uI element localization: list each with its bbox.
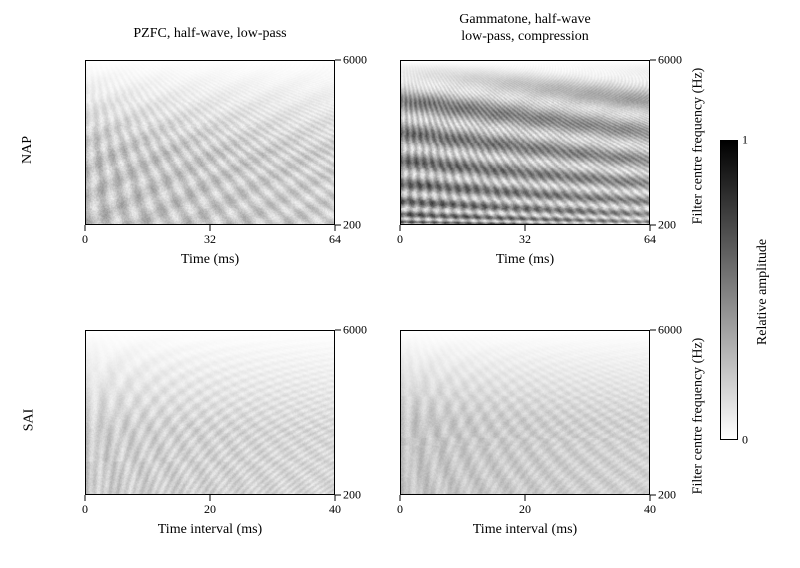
- xtick: 0: [82, 502, 88, 517]
- xlabel-sai-gt: Time interval (ms): [400, 522, 650, 538]
- ytick: 200: [658, 218, 676, 233]
- plot-nap-pzfc: [85, 60, 335, 225]
- panel-sai-gt: 0 20 40 Time interval (ms) 6000 200 Filt…: [400, 330, 650, 495]
- colorbar: [720, 140, 738, 440]
- ytick: 6000: [658, 53, 682, 68]
- xtick: 64: [329, 232, 341, 247]
- ytick: 200: [658, 488, 676, 503]
- xlabel-sai-pzfc: Time interval (ms): [85, 522, 335, 538]
- xtick: 0: [397, 502, 403, 517]
- plot-sai-pzfc: [85, 330, 335, 495]
- ytick: 6000: [658, 323, 682, 338]
- xtick: 20: [204, 502, 216, 517]
- col-title-pzfc: PZFC, half-wave, low-pass: [85, 26, 335, 43]
- xtick: 32: [519, 232, 531, 247]
- row-label-sai: SAI: [21, 409, 37, 432]
- xtick: 20: [519, 502, 531, 517]
- ylabel-nap: Filter centre frequency (Hz): [690, 68, 706, 225]
- col-title-gt-line1: Gammatone, half-wave: [459, 12, 590, 27]
- plot-nap-gt: [400, 60, 650, 225]
- colorbar-tick-bot: 0: [742, 433, 748, 448]
- plot-sai-gt: [400, 330, 650, 495]
- colorbar-tick-top: 1: [742, 133, 748, 148]
- xtick: 0: [397, 232, 403, 247]
- col-title-gt: Gammatone, half-wave low-pass, compressi…: [400, 12, 650, 46]
- xtick: 40: [644, 502, 656, 517]
- panel-sai-pzfc: 0 20 40 Time interval (ms) 6000 200: [85, 330, 335, 495]
- figure-root: NAP SAI PZFC, half-wave, low-pass Gammat…: [0, 0, 800, 568]
- xtick: 0: [82, 232, 88, 247]
- ytick: 6000: [343, 53, 367, 68]
- canvas-sai-pzfc: [86, 331, 334, 494]
- ytick: 6000: [343, 323, 367, 338]
- canvas-nap-pzfc: [86, 61, 334, 224]
- colorbar-label: Relative amplitude: [755, 239, 771, 345]
- canvas-nap-gt: [401, 61, 649, 224]
- xlabel-nap-gt: Time (ms): [400, 252, 650, 268]
- xtick: 40: [329, 502, 341, 517]
- panel-nap-gt: 0 32 64 Time (ms) 6000 200 Filter centre…: [400, 60, 650, 225]
- row-label-nap: NAP: [20, 136, 36, 164]
- col-title-pzfc-line1: PZFC, half-wave, low-pass: [133, 26, 286, 41]
- xtick: 64: [644, 232, 656, 247]
- canvas-sai-gt: [401, 331, 649, 494]
- ytick: 200: [343, 488, 361, 503]
- colorbar-gradient: [721, 141, 737, 439]
- xtick: 32: [204, 232, 216, 247]
- panel-nap-pzfc: 0 32 64 Time (ms) 6000 200: [85, 60, 335, 225]
- xlabel-nap-pzfc: Time (ms): [85, 252, 335, 268]
- ylabel-sai: Filter centre frequency (Hz): [690, 338, 706, 495]
- col-title-gt-line2: low-pass, compression: [461, 29, 589, 44]
- ytick: 200: [343, 218, 361, 233]
